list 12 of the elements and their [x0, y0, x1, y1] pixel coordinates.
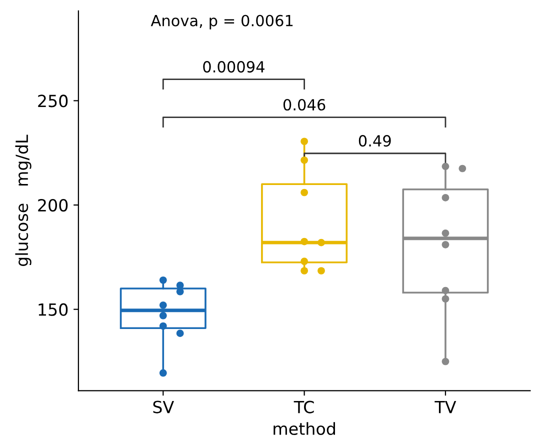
x-tick-label: TC	[294, 400, 314, 414]
x-axis-title: method	[274, 422, 335, 436]
y-tick-label: 250	[38, 94, 68, 108]
x-tick-label: TV	[434, 400, 456, 414]
annotation: Anova, p = 0.0061	[150, 14, 293, 30]
x-tick-label: SV	[153, 400, 174, 414]
annotation: 0.00094	[203, 61, 264, 73]
annotation: 0.046	[283, 98, 326, 111]
y-tick-label: 200	[38, 198, 68, 212]
y-tick-label: 150	[38, 303, 68, 316]
annotation: 0.49	[358, 135, 391, 147]
y-axis-title: glucose mg/dL	[15, 134, 32, 266]
